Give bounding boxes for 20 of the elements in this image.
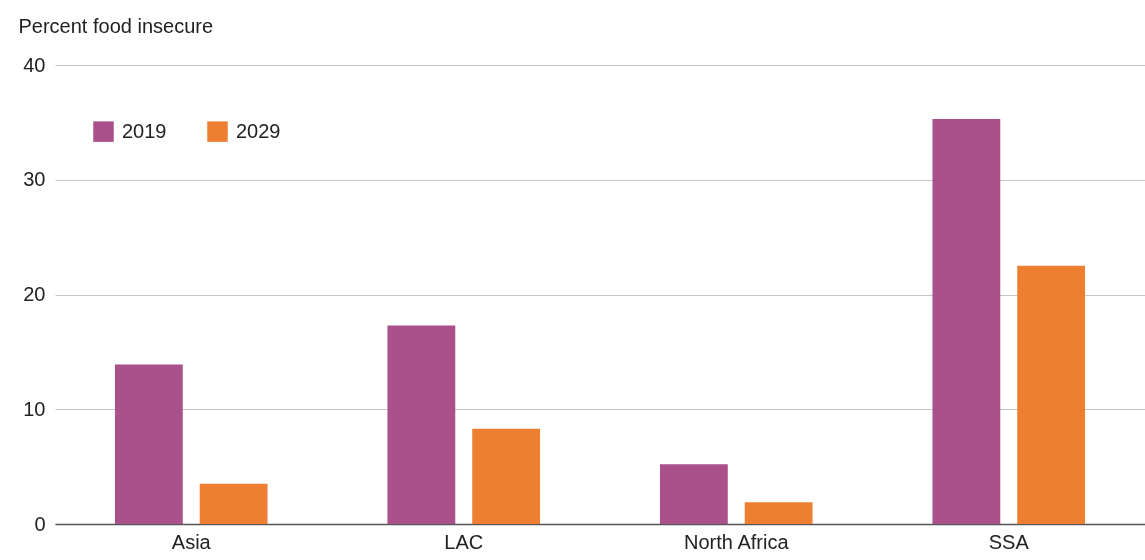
y-tick-label: 0 <box>34 512 46 535</box>
y-axis-title: Percent food insecure <box>18 14 214 37</box>
x-tick-label: LAC <box>444 530 484 553</box>
y-tick-label: 40 <box>23 53 46 76</box>
bar <box>472 428 541 524</box>
bar <box>387 325 456 524</box>
bar <box>114 364 183 524</box>
bar <box>744 502 813 524</box>
bar <box>659 464 728 524</box>
y-tick-label: 20 <box>23 283 46 305</box>
bar <box>199 483 268 524</box>
x-tick-label: Asia <box>171 530 212 553</box>
y-tick-label: 30 <box>23 168 46 191</box>
x-tick-label: North Africa <box>684 530 790 553</box>
x-tick-label: SSA <box>988 530 1030 553</box>
bar <box>1017 265 1086 524</box>
legend-label: 2019 <box>122 119 167 142</box>
legend-label: 2029 <box>236 119 281 142</box>
bar <box>932 118 1001 524</box>
y-tick-label: 10 <box>23 397 46 420</box>
